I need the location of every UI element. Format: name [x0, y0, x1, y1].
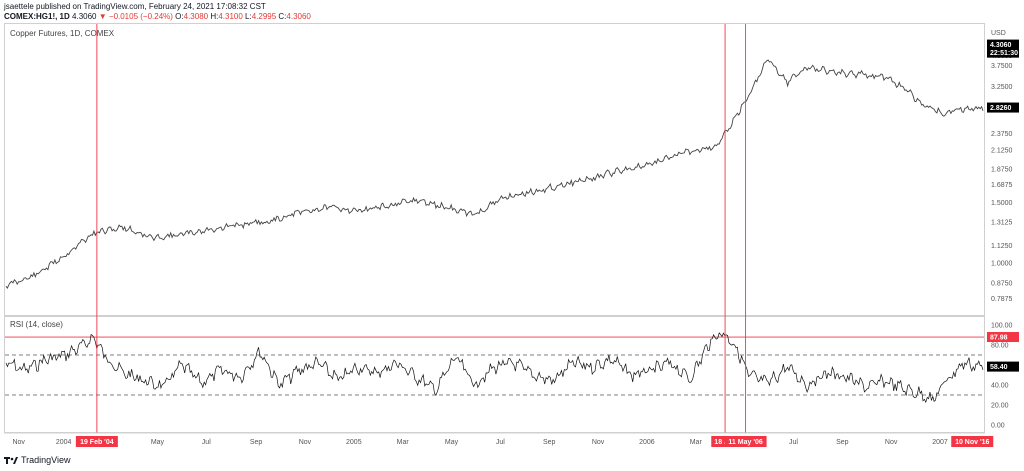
x-marker-label: 11 May '06	[728, 439, 762, 446]
x-marker-label: 10 Nov '16	[955, 439, 989, 446]
low-label: L:	[245, 12, 252, 21]
rsi-panel-label: RSI (14, close)	[10, 320, 63, 329]
x-marker-bg	[724, 436, 767, 447]
countdown-label: 22:51:30	[990, 50, 1018, 57]
price-panel[interactable]	[4, 23, 985, 316]
price-tick-label: 1.3125	[991, 220, 1013, 227]
x-marker-bg	[75, 436, 118, 447]
price-value-label-bg	[987, 39, 1019, 50]
price-panel-label: Copper Futures, 1D, COMEX	[10, 29, 115, 38]
countdown-label-bg	[987, 47, 1019, 58]
rsi-tick-label: 80.00	[991, 343, 1009, 350]
rsi-tick-label: 100.00	[991, 323, 1013, 330]
x-tick-label: Sep	[543, 439, 556, 446]
x-tick-label: 2005	[346, 439, 362, 446]
price-tick-label: 2.1250	[991, 148, 1013, 155]
price-tick-label: 1.0000	[991, 260, 1013, 267]
x-tick-label: 2006	[639, 439, 655, 446]
rsi-tick-label: 40.00	[991, 383, 1009, 390]
x-tick-label: Nov	[299, 439, 312, 446]
price-axis-unit-label: USD	[991, 30, 1006, 37]
open-label: O:	[175, 12, 184, 21]
x-tick-label: Sep	[250, 439, 263, 446]
publish-info: jsaettele published on TradingView.com, …	[4, 2, 266, 11]
symbol-name: COMEX:HG1!, 1D	[4, 12, 70, 21]
price-tick-label: 3.7500	[991, 63, 1013, 70]
rsi-series-line	[5, 332, 984, 404]
x-tick-label: May	[445, 439, 459, 446]
rsi-tick-label: 20.00	[991, 403, 1009, 410]
high-label: H:	[210, 12, 219, 21]
price-value-label: 4.3060	[990, 42, 1012, 49]
price-change: −0.0105 (−0.24%)	[108, 12, 173, 21]
x-tick-label: Nov	[592, 439, 605, 446]
x-tick-label: Mar	[690, 439, 703, 446]
footer-brand: TradingView	[21, 455, 71, 465]
close-value: 4.3060	[286, 12, 311, 21]
x-tick-label: Jul	[789, 439, 798, 446]
rsi-value-label: 87.98	[990, 335, 1008, 342]
price-value-label: 2.8260	[990, 105, 1012, 112]
last-price: 4.3060	[72, 12, 97, 21]
close-label: C:	[278, 12, 287, 21]
rsi-value-label-bg	[987, 332, 1019, 343]
low-value: 4.2995	[251, 12, 277, 21]
price-tick-label: 2.3750	[991, 131, 1013, 138]
price-tick-label: 0.7875	[991, 296, 1013, 303]
price-tick-label: 1.1250	[991, 243, 1013, 250]
high-value: 4.3100	[218, 12, 243, 21]
price-tick-label: 1.5000	[991, 200, 1013, 207]
price-value-label-bg	[987, 102, 1019, 113]
price-series-line	[5, 59, 984, 289]
x-tick-label: Mar	[397, 439, 410, 446]
x-tick-label: Sep	[836, 439, 849, 446]
x-tick-label: 2007	[932, 439, 948, 446]
open-value: 4.3080	[183, 12, 209, 21]
rsi-value-label-bg	[987, 361, 1019, 372]
x-marker-bg	[951, 436, 994, 447]
x-tick-label: Nov	[12, 439, 25, 446]
x-tick-label: Jul	[202, 439, 211, 446]
down-arrow-icon: ▼	[98, 12, 107, 21]
tradingview-logo-icon	[4, 455, 18, 465]
rsi-tick-label: 0.00	[991, 423, 1005, 430]
x-tick-label: Jul	[496, 439, 505, 446]
price-tick-label: 0.8750	[991, 280, 1013, 287]
x-marker-label: 19 Feb '04	[80, 439, 114, 446]
price-tick-label: 3.2500	[991, 84, 1013, 91]
x-tick-label: 2004	[56, 439, 72, 446]
rsi-value-label: 58.40	[990, 364, 1008, 371]
symbol-bar: COMEX:HG1!, 1D 4.3060 ▼ −0.0105 (−0.24%)…	[4, 12, 311, 22]
x-tick-label: Nov	[885, 439, 898, 446]
price-tick-label: 1.6875	[991, 182, 1013, 189]
x-tick-label: May	[151, 439, 165, 446]
footer: TradingView	[4, 455, 71, 465]
price-tick-label: 1.8750	[991, 166, 1013, 173]
